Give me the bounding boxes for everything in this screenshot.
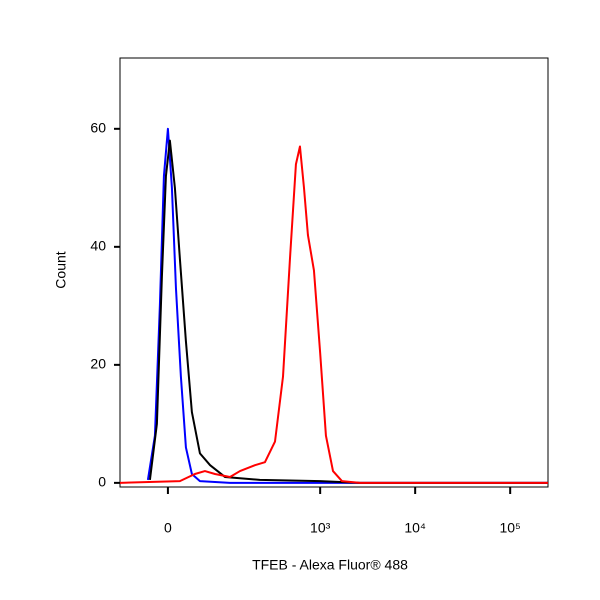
y-tick-label: 40 (90, 238, 106, 254)
x-tick-label: 10⁵ (499, 520, 520, 536)
y-tick-label: 20 (90, 356, 106, 372)
x-tick-label: 10³ (310, 520, 331, 536)
series-line (148, 139, 548, 484)
x-tick-label: 0 (164, 520, 172, 536)
series-line (119, 145, 548, 484)
x-axis-label: TFEB - Alexa Fluor® 488 (252, 557, 408, 573)
y-tick-label: 60 (90, 120, 106, 136)
y-tick-label: 0 (98, 474, 106, 490)
plot-frame (119, 57, 549, 488)
x-tick-label: 10⁴ (404, 520, 426, 536)
series-line (146, 127, 548, 484)
y-axis-label: Count (53, 251, 69, 288)
